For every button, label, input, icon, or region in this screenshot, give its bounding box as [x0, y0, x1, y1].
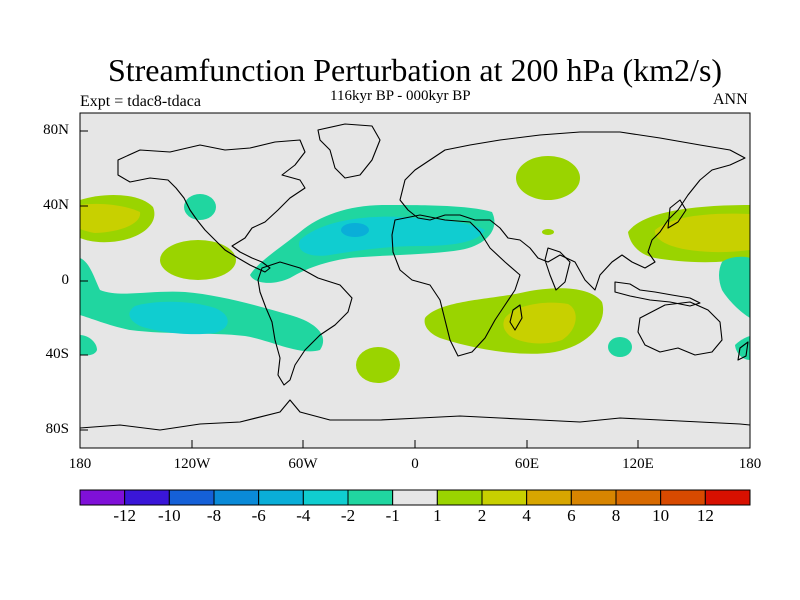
- colorbar-box: [213, 489, 260, 506]
- colorbar-box: [436, 489, 483, 506]
- colorbar-box: [347, 489, 394, 506]
- contour-fills: [80, 156, 750, 383]
- colorbar-tick-label: -4: [296, 506, 311, 525]
- lon-label-180-east: 180: [738, 456, 762, 472]
- lon-label-60w: 60W: [288, 456, 318, 472]
- coastline-south-america: [257, 261, 353, 386]
- colorbar: [79, 489, 751, 506]
- negative-region-wpacific-east: [719, 256, 750, 318]
- coastline-north-america: [117, 139, 306, 273]
- negative-region-australia-south: [608, 337, 632, 357]
- colorbar-tick-label: -2: [340, 506, 356, 525]
- lat-label-80s: 80S: [45, 421, 69, 437]
- coastline-new-zealand: [737, 341, 749, 361]
- negative-region-natlantic-max: [341, 223, 369, 237]
- colorbar-box: [124, 489, 170, 506]
- plot-title: Streamfunction Perturbation at 200 hPa (…: [107, 52, 723, 88]
- experiment-label: Expt = tdac8-tdaca: [80, 93, 201, 110]
- colorbar-tick-label: 1: [433, 506, 442, 525]
- positive-region-wpacific-core: [654, 213, 750, 253]
- coastline-antarctica: [80, 399, 750, 431]
- axis-ticks: [79, 130, 751, 448]
- colorbar-box: [481, 489, 528, 506]
- lat-label-40s: 40S: [45, 346, 69, 362]
- colorbar-box: [258, 489, 304, 506]
- colorbar-tick-label: 12: [696, 506, 714, 525]
- lat-label-80n: 80N: [43, 122, 69, 138]
- lon-label-120w: 120W: [173, 456, 211, 472]
- coastline-africa: [391, 214, 521, 357]
- colorbar-tick-label: 6: [567, 506, 576, 525]
- coastline-india: [544, 247, 571, 291]
- lon-label-60e: 60E: [514, 456, 540, 472]
- positive-region-satlantic: [356, 347, 400, 383]
- colorbar-box: [79, 489, 126, 506]
- colorbar-box: [615, 489, 662, 506]
- colorbar-tick-label: 4: [522, 506, 531, 525]
- coastline-japan: [667, 199, 687, 229]
- colorbar-tick-label: 8: [611, 506, 621, 525]
- lon-label-120e: 120E: [622, 456, 654, 472]
- positive-region-epacific: [160, 240, 236, 280]
- colorbar-box: [526, 489, 572, 506]
- colorbar-tick-label: -8: [206, 506, 222, 525]
- lat-label-equator: 0: [61, 272, 70, 288]
- coastline-australia: [637, 301, 723, 356]
- time-difference-label: 116kyr BP - 000kyr BP: [330, 88, 471, 104]
- coastline-madagascar: [509, 304, 523, 331]
- negative-region-spacific-core: [129, 301, 228, 335]
- positive-region-eurasia: [516, 156, 580, 200]
- colorbar-tick-label: -6: [251, 506, 266, 525]
- lon-label-180-west: 180: [68, 456, 92, 472]
- colorbar-box: [168, 489, 215, 506]
- negative-region-spacific-west: [80, 335, 97, 356]
- colorbar-box: [570, 489, 617, 506]
- coastline-greenland: [317, 123, 381, 179]
- colorbar-tick-label: -1: [385, 506, 400, 525]
- coastline-eurasia: [399, 131, 746, 291]
- coastline-indonesia: [614, 281, 701, 307]
- colorbar-tick-label: -12: [113, 506, 136, 525]
- positive-region-small: [542, 229, 554, 235]
- coastlines: [80, 123, 750, 431]
- colorbar-box: [660, 489, 706, 506]
- colorbar-tick-label: 10: [652, 506, 670, 525]
- colorbar-box: [302, 489, 349, 506]
- positive-region-npacific-west-core: [80, 203, 141, 233]
- lon-label-0: 0: [411, 456, 419, 472]
- colorbar-tick-label: 2: [477, 506, 487, 525]
- lat-label-40n: 40N: [43, 197, 69, 213]
- colorbar-box: [704, 489, 751, 506]
- colorbar-tick-label: -10: [157, 506, 181, 525]
- season-label: ANN: [713, 91, 748, 108]
- colorbar-box: [392, 489, 438, 506]
